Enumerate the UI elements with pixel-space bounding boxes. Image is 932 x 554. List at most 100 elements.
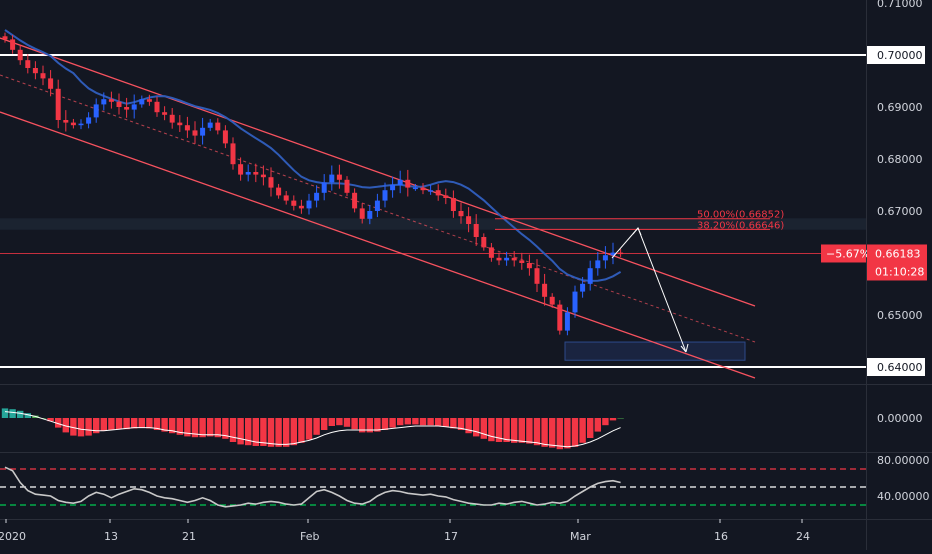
candle-body xyxy=(306,200,312,209)
oscillator-signal-line[interactable] xyxy=(4,411,621,448)
candle-body xyxy=(450,198,456,211)
histogram-bar xyxy=(564,418,571,449)
candle-body xyxy=(253,172,259,175)
histogram-bar xyxy=(199,418,206,438)
time-axis-label: 17 xyxy=(444,530,458,543)
candle-body xyxy=(602,255,608,261)
candle-body xyxy=(519,260,525,263)
rsi-axis-label: 40.00000 xyxy=(877,490,930,503)
histogram-bar xyxy=(457,418,465,430)
candle-body xyxy=(245,172,251,175)
oscillator-axis-label: 0.00000 xyxy=(877,412,923,425)
histogram-bar xyxy=(146,418,153,429)
candle-body xyxy=(101,99,107,105)
price-axis-label: 0.64000 xyxy=(877,361,923,374)
histogram-bar xyxy=(389,418,396,428)
candle-body xyxy=(314,192,320,201)
candle-body xyxy=(184,125,190,131)
histogram-bar xyxy=(305,418,313,440)
candle-body xyxy=(443,195,449,198)
target-zone-box xyxy=(564,341,746,361)
candle-body xyxy=(116,101,122,107)
histogram-bar xyxy=(526,418,533,444)
candle-body xyxy=(405,179,411,188)
candle-body xyxy=(70,122,76,126)
histogram-bar xyxy=(541,418,548,447)
candle-body xyxy=(78,123,84,126)
candle-body xyxy=(526,263,532,269)
histogram-bar xyxy=(131,418,138,429)
price-axis-label: 0.69000 xyxy=(877,101,923,114)
histogram-bar xyxy=(245,418,252,446)
candle-body xyxy=(93,104,99,118)
histogram-bar xyxy=(290,418,297,446)
candle-body xyxy=(397,179,403,185)
time-axis-label: 21 xyxy=(182,530,196,543)
candle-body xyxy=(374,200,380,211)
histogram-bar xyxy=(47,418,54,422)
candle-body xyxy=(466,216,472,224)
histogram-bar xyxy=(62,418,69,433)
fib-level-label: 38.20%(0.66646) xyxy=(697,220,784,231)
candle-body xyxy=(268,177,274,188)
highlight-band xyxy=(0,218,866,230)
candle-body xyxy=(504,257,510,261)
histogram-bar xyxy=(260,418,267,446)
candle-body xyxy=(329,174,335,183)
arrow-head-up-icon xyxy=(632,227,642,236)
candle-body xyxy=(108,99,114,102)
histogram-bar xyxy=(511,418,518,443)
candle-body xyxy=(124,107,130,110)
time-axis-label: Mar xyxy=(570,530,591,543)
candle-body xyxy=(618,252,624,255)
histogram-bar xyxy=(495,418,503,442)
price-axis-label: 0.70000 xyxy=(877,49,923,62)
candle-body xyxy=(428,190,434,192)
histogram-bar xyxy=(123,418,130,430)
price-axis-label: 0.68000 xyxy=(877,153,923,166)
candle-body xyxy=(86,117,92,124)
price-level-tag xyxy=(867,358,925,376)
candle-body xyxy=(549,296,555,305)
candle-body xyxy=(2,36,8,40)
candle-body xyxy=(222,130,228,144)
candle-body xyxy=(367,211,373,219)
histogram-bar xyxy=(503,418,510,442)
current-price-value: 0.66183 xyxy=(875,247,921,260)
histogram-bar xyxy=(298,418,305,443)
candle-body xyxy=(169,114,175,123)
candle-body xyxy=(291,200,297,206)
candle-body xyxy=(587,268,593,284)
histogram-bar xyxy=(321,418,328,430)
moving-average-line[interactable] xyxy=(4,29,622,282)
candle-body xyxy=(230,143,236,165)
histogram-bar xyxy=(427,418,434,426)
candle-body xyxy=(580,283,586,292)
price-change-badge xyxy=(821,244,866,263)
channel-median-line xyxy=(0,74,756,343)
time-axis-label: 16 xyxy=(714,530,728,543)
histogram-bar xyxy=(138,418,145,428)
histogram-bar xyxy=(549,418,556,448)
histogram-bar xyxy=(359,418,366,433)
channel-upper-line[interactable] xyxy=(0,37,756,307)
candle-body xyxy=(344,179,350,193)
histogram-bar xyxy=(222,418,229,439)
histogram-bar xyxy=(184,418,191,437)
histogram-bar xyxy=(579,418,586,443)
histogram-bar xyxy=(115,418,123,430)
histogram-bar xyxy=(473,418,480,437)
time-axis-label: 24 xyxy=(796,530,810,543)
histogram-bar xyxy=(275,418,282,447)
candle-body xyxy=(412,187,418,190)
price-change-text: −5.67% xyxy=(826,247,870,260)
candle-body xyxy=(496,257,502,261)
rsi-line[interactable] xyxy=(4,466,621,508)
candle-body xyxy=(17,49,23,61)
channel-lower-line[interactable] xyxy=(0,111,756,379)
histogram-bar xyxy=(336,418,343,426)
candle-body xyxy=(139,99,145,105)
candle-countdown-timer: 01:10:28 xyxy=(875,265,924,278)
